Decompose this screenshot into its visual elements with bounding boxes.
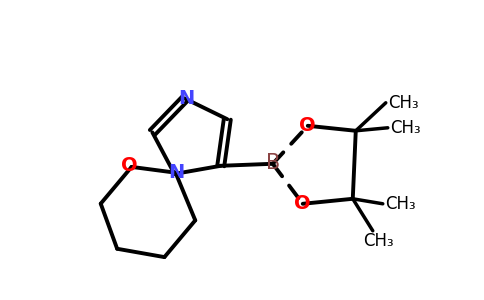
- Text: CH₃: CH₃: [388, 94, 418, 112]
- Text: N: N: [168, 164, 184, 182]
- Text: CH₃: CH₃: [385, 195, 415, 213]
- Text: CH₃: CH₃: [390, 119, 421, 137]
- Text: N: N: [178, 89, 194, 108]
- Text: B: B: [266, 153, 280, 173]
- Text: O: O: [294, 194, 311, 213]
- Text: O: O: [121, 156, 138, 176]
- Text: O: O: [300, 116, 316, 135]
- Text: CH₃: CH₃: [363, 232, 393, 250]
